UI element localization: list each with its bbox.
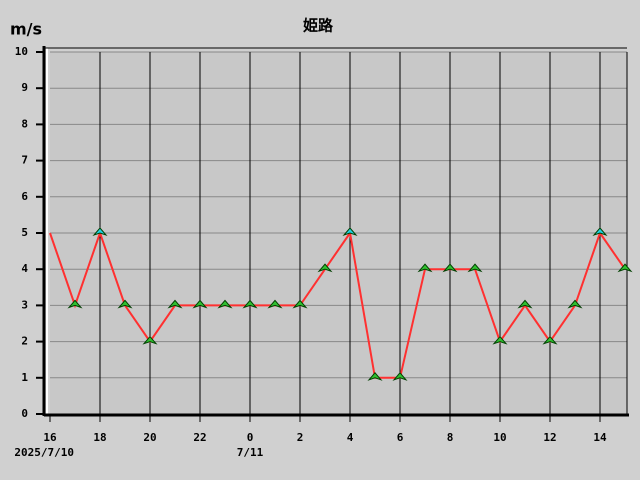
marker xyxy=(217,299,233,309)
x-tick-label: 16 xyxy=(43,431,57,444)
y-tick-label: 0 xyxy=(21,407,28,420)
series-line xyxy=(49,229,626,379)
date-label: 7/11 xyxy=(237,446,264,459)
x-tick-label: 6 xyxy=(397,431,404,444)
marker xyxy=(267,299,283,309)
marker xyxy=(67,299,83,309)
marker xyxy=(492,335,508,345)
x-tick-label: 4 xyxy=(347,431,354,444)
y-tick-label: 2 xyxy=(21,335,28,348)
marker xyxy=(617,263,633,273)
marker xyxy=(142,335,158,345)
marker xyxy=(192,299,208,309)
marker xyxy=(417,263,433,273)
y-tick-label: 1 xyxy=(21,371,28,384)
y-tick-label: 5 xyxy=(21,226,28,239)
marker xyxy=(167,299,183,309)
x-tick-label: 0 xyxy=(247,431,254,444)
y-tick-label: 7 xyxy=(21,154,28,167)
marker xyxy=(317,263,333,273)
marker xyxy=(592,227,608,237)
y-tick-label: 6 xyxy=(21,190,28,203)
y-axis-label: m/s xyxy=(10,20,42,39)
x-tick-label: 18 xyxy=(93,431,106,444)
y-tick-label: 4 xyxy=(21,262,28,275)
x-tick-label: 8 xyxy=(447,431,454,444)
marker xyxy=(292,299,308,309)
x-tick-label: 20 xyxy=(143,431,156,444)
marker xyxy=(242,299,258,309)
x-tick-label: 12 xyxy=(543,431,556,444)
marker xyxy=(392,372,408,381)
marker xyxy=(117,299,133,309)
marker xyxy=(367,372,383,381)
marker xyxy=(442,263,458,273)
marker xyxy=(542,335,558,345)
x-tick-label: 14 xyxy=(593,431,607,444)
marker xyxy=(517,299,533,309)
x-tick-label: 2 xyxy=(297,431,304,444)
x-tick-label: 22 xyxy=(193,431,206,444)
y-tick-label: 10 xyxy=(15,45,28,58)
y-tick-label: 8 xyxy=(21,117,28,130)
y-tick-label: 9 xyxy=(21,81,28,94)
marker xyxy=(467,263,483,273)
y-tick-label: 3 xyxy=(21,298,28,311)
marker xyxy=(567,299,583,309)
date-label: 2025/7/10 xyxy=(14,446,74,459)
marker xyxy=(342,227,358,237)
x-tick-label: 10 xyxy=(493,431,506,444)
chart-title: 姫路 xyxy=(303,17,334,35)
marker xyxy=(92,227,108,237)
